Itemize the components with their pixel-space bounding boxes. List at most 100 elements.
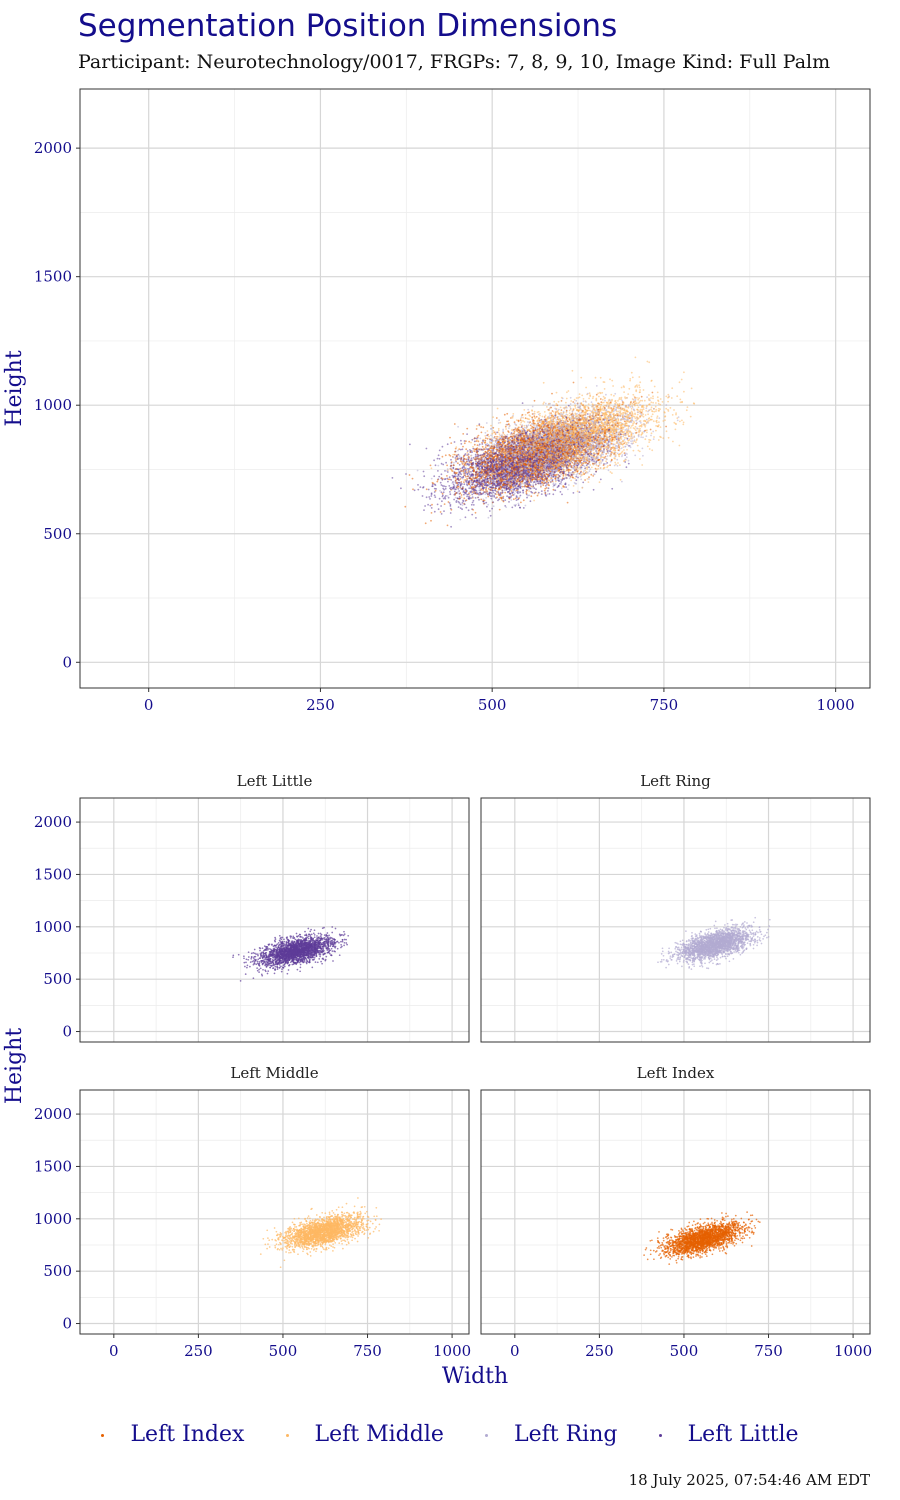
scatter-point (611, 487, 614, 490)
scatter-point (533, 410, 536, 413)
scatter-point (531, 416, 534, 419)
scatter-point (484, 437, 487, 439)
scatter-point (652, 401, 654, 404)
scatter-point (560, 409, 563, 411)
scatter-point (471, 493, 474, 496)
scatter-point (636, 413, 639, 416)
scatter-point (481, 445, 484, 448)
scatter-point (571, 369, 574, 372)
scatter-point (647, 413, 649, 416)
scatter-point (444, 487, 447, 490)
scatter-point (444, 497, 447, 500)
scatter-point (520, 421, 523, 424)
scatter-point (599, 398, 602, 400)
scatter-point (590, 410, 593, 413)
scatter-point (667, 436, 670, 439)
scatter-point (655, 408, 658, 411)
panel-background (80, 89, 870, 688)
scatter-point (412, 488, 414, 491)
scatter-point (461, 508, 463, 511)
scatter-point (572, 407, 575, 410)
scatter-point (502, 495, 505, 498)
scatter-point (636, 444, 639, 447)
scatter-point (597, 392, 599, 395)
scatter-point (639, 404, 641, 406)
scatter-point (525, 492, 528, 495)
scatter-point (645, 407, 648, 410)
scatter-points (391, 356, 696, 528)
scatter-point (459, 507, 462, 509)
scatter-point (470, 503, 473, 506)
chart-subtitle: Participant: Neurotechnology/0017, FRGPs… (78, 51, 830, 73)
scatter-point (631, 398, 634, 400)
scatter-point (441, 445, 444, 448)
scatter-point (580, 478, 583, 481)
scatter-point (628, 435, 630, 438)
scatter-point (440, 505, 442, 507)
scatter-point (475, 460, 477, 463)
scatter-point (504, 491, 507, 494)
scatter-point (605, 453, 608, 455)
scatter-point (504, 425, 507, 428)
scatter-point (652, 395, 654, 398)
scatter-point (504, 505, 507, 507)
scatter-point (484, 441, 487, 444)
scatter-point (456, 475, 458, 478)
scatter-point (620, 386, 623, 389)
scatter-point (440, 462, 443, 465)
scatter-point (458, 490, 460, 492)
scatter-point (592, 488, 595, 491)
scatter-point (523, 424, 526, 427)
scatter-point (485, 501, 488, 504)
scatter-point (652, 420, 655, 423)
scatter-point (503, 413, 506, 416)
scatter-point (682, 421, 685, 424)
scatter-point (517, 504, 520, 507)
scatter-point (583, 465, 586, 468)
scatter-point (478, 487, 481, 490)
scatter-point (640, 395, 643, 398)
scatter-point (507, 423, 510, 426)
scatter-point (447, 501, 450, 503)
scatter-point (472, 504, 475, 506)
scatter-point (409, 443, 411, 446)
scatter-point (601, 459, 604, 461)
scatter-point (486, 442, 489, 445)
scatter-point (461, 502, 464, 504)
scatter-point (552, 493, 555, 496)
scatter-point (616, 458, 619, 461)
scatter-point (604, 455, 607, 458)
scatter-point (530, 481, 532, 483)
scatter-point (478, 498, 480, 501)
scatter-point (503, 489, 506, 492)
scatter-point (441, 500, 443, 503)
scatter-point (441, 455, 444, 458)
scatter-point (632, 449, 635, 452)
scatter-point (618, 398, 621, 401)
scatter-point (422, 470, 425, 473)
scatter-point (561, 421, 564, 424)
scatter-point (618, 455, 621, 458)
scatter-point (515, 503, 517, 506)
scatter-point (534, 483, 537, 486)
scatter-point (630, 407, 633, 410)
scatter-point (434, 464, 437, 467)
scatter-point (667, 393, 670, 396)
scatter-point (621, 428, 624, 431)
scatter-point (513, 421, 516, 424)
scatter-point (433, 510, 436, 513)
scatter-point (466, 463, 469, 466)
scatter-point (519, 423, 522, 426)
scatter-point (676, 395, 679, 398)
scatter-point (559, 406, 562, 409)
scatter-point (491, 493, 494, 496)
scatter-point (618, 403, 621, 405)
scatter-point (560, 487, 563, 490)
scatter-point (619, 478, 622, 481)
scatter-point (547, 415, 550, 418)
scatter-point (625, 466, 628, 469)
scatter-point (655, 410, 657, 413)
scatter-point (644, 438, 647, 441)
